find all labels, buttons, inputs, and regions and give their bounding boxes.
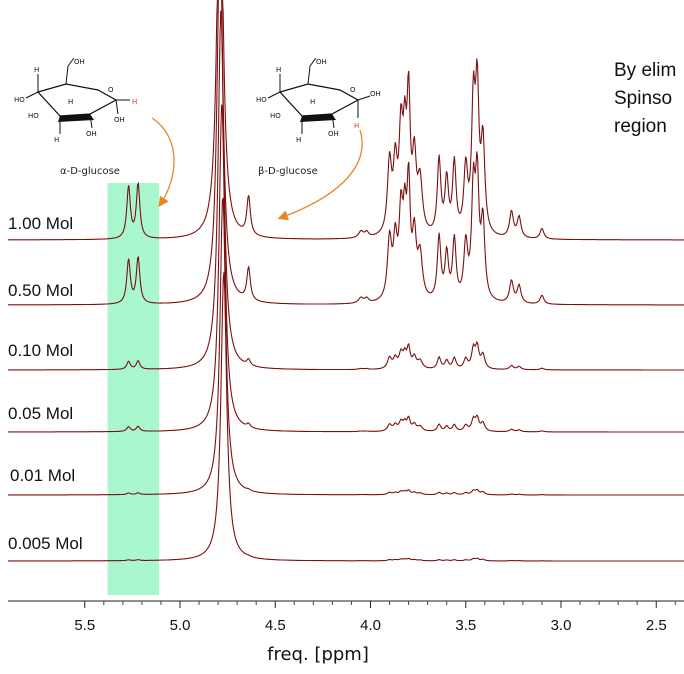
svg-text:H: H [68, 98, 73, 106]
series-label-0-01-mol: 0.01 Mol [10, 466, 76, 485]
beta-anomeric-arrow [277, 129, 363, 221]
series-label-1-00-mol: 1.00 Mol [8, 214, 74, 233]
beta-glucose-label: β-D-glucose [258, 166, 318, 177]
x-tick-label-4: 3.5 [455, 617, 476, 634]
alpha-glucose-label: α-D-glucose [60, 166, 120, 177]
series-label-0-10-mol: 0.10 Mol [8, 341, 74, 360]
svg-text:H: H [276, 66, 281, 74]
x-tick-label-3: 4.0 [360, 617, 381, 634]
svg-text:HO: HO [14, 96, 25, 104]
x-axis-title: freq. [ppm] [267, 644, 369, 665]
alpha-glucose-structure: OH H HO HO H H OH O OH H [14, 57, 137, 144]
svg-text:OH: OH [74, 58, 85, 66]
x-tick-label-5: 3.0 [551, 617, 572, 634]
x-tick-label-6: 2.5 [646, 617, 667, 634]
svg-text:OH: OH [114, 116, 125, 124]
spectrum-trace-4 [8, 104, 684, 433]
spectrum-trace-1 [8, 0, 684, 241]
svg-text:OH: OH [328, 130, 339, 138]
spectrum-trace-2 [8, 0, 684, 306]
series-label-0-05-mol: 0.05 Mol [8, 404, 74, 423]
svg-text:HO: HO [256, 96, 267, 104]
alpha-anomeric-arrow [151, 117, 175, 208]
svg-text:O: O [108, 86, 114, 94]
note-line-2: Spinso [614, 88, 673, 109]
svg-text:OH: OH [370, 90, 381, 98]
svg-text:H: H [310, 98, 315, 106]
spectrum-trace-6 [8, 271, 684, 562]
svg-text:HO: HO [270, 112, 281, 120]
svg-text:H: H [354, 122, 359, 130]
svg-text:HO: HO [28, 112, 39, 120]
spectrum-trace-5 [8, 197, 684, 496]
svg-text:O: O [350, 86, 356, 94]
series-label-0-005-mol: 0.005 Mol [8, 534, 83, 553]
note-line-1: By elim [614, 60, 677, 81]
note-line-3: region [614, 116, 667, 137]
svg-text:H: H [296, 136, 301, 144]
svg-text:H: H [54, 136, 59, 144]
beta-glucose-structure: OH H HO HO H H OH O OH H [256, 57, 381, 144]
x-tick-label-2: 4.5 [265, 617, 286, 634]
x-tick-label-1: 5.0 [170, 617, 191, 634]
svg-text:H: H [34, 66, 39, 74]
svg-text:OH: OH [316, 58, 327, 66]
svg-text:OH: OH [86, 130, 97, 138]
spectrum-trace-3 [8, 10, 684, 371]
alpha-highlight-region [107, 183, 160, 595]
series-label-0-50-mol: 0.50 Mol [8, 281, 74, 300]
svg-text:H: H [132, 98, 137, 106]
x-tick-label-0: 5.5 [74, 617, 95, 634]
